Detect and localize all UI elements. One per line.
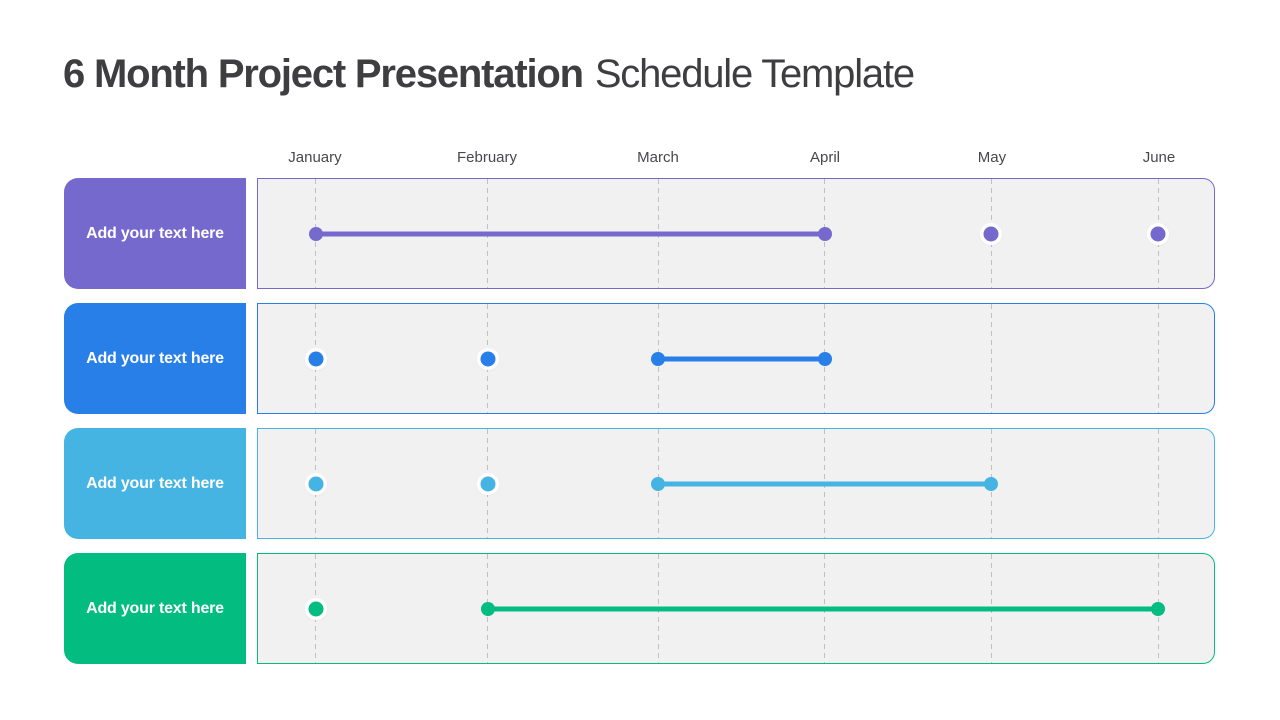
segment-endpoint-dot (817, 226, 832, 241)
page-title-bold: 6 Month Project Presentation (63, 52, 584, 96)
row-label-placeholder[interactable]: Add your text here (64, 303, 246, 414)
timeline-segment (487, 606, 1159, 611)
month-gridline-june (1157, 304, 1159, 413)
milestone-dot-may (983, 226, 999, 241)
segment-endpoint-dot (651, 476, 666, 491)
segment-endpoint-dot (1151, 601, 1166, 616)
milestone-dot-february (480, 476, 496, 491)
row-label-placeholder[interactable]: Add your text here (64, 553, 246, 664)
table-row: Add your text here (64, 178, 1215, 289)
row-timeline-track (257, 178, 1215, 289)
segment-endpoint-dot (984, 476, 999, 491)
segment-endpoint-dot (651, 351, 666, 366)
month-label-february: February (457, 149, 518, 166)
month-label-may: May (977, 149, 1007, 166)
row-timeline-track (257, 303, 1215, 414)
milestone-dot-january (308, 351, 324, 366)
timeline-segment (315, 231, 825, 236)
segment-endpoint-dot (308, 226, 323, 241)
page-title-regular: Schedule Template (594, 52, 915, 96)
segment-endpoint-dot (817, 351, 832, 366)
table-row: Add your text here (64, 303, 1215, 414)
month-label-april: April (809, 149, 840, 166)
table-row: Add your text here (64, 428, 1215, 539)
segment-endpoint-dot (480, 601, 495, 616)
milestone-dot-february (480, 351, 496, 366)
month-label-march: March (637, 149, 679, 166)
timeline-segment (658, 481, 992, 486)
timeline-segment (658, 356, 825, 361)
milestone-dot-january (308, 601, 324, 616)
row-label-placeholder[interactable]: Add your text here (64, 428, 246, 539)
milestone-dot-january (308, 476, 324, 491)
milestone-dot-june (1150, 226, 1166, 241)
month-label-january: January (288, 149, 342, 166)
page-title: 6 Month Project Presentation Schedule Tem… (63, 52, 915, 97)
row-timeline-track (257, 428, 1215, 539)
schedule-rows: Add your text here Add your text here Ad… (64, 178, 1215, 664)
month-gridline-june (1157, 429, 1159, 538)
row-timeline-track (257, 553, 1215, 664)
table-row: Add your text here (64, 553, 1215, 664)
month-header: January February March April May June (257, 144, 1215, 166)
row-label-placeholder[interactable]: Add your text here (64, 178, 246, 289)
month-gridline-may (990, 304, 992, 413)
month-label-june: June (1142, 149, 1176, 166)
